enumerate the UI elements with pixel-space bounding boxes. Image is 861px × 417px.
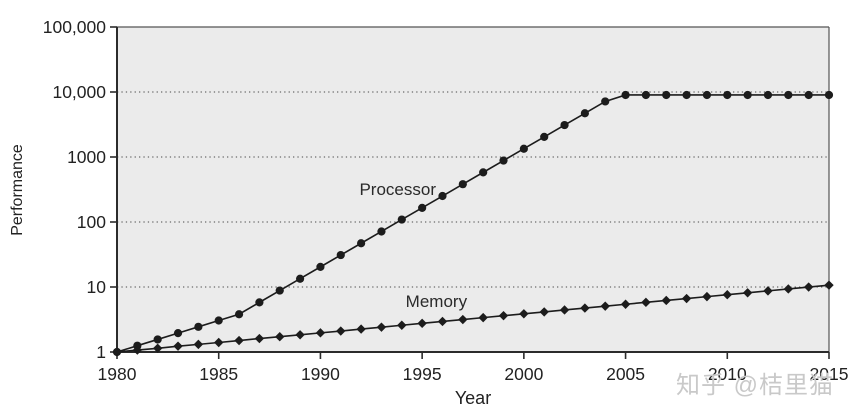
memory-point [681,293,692,304]
memory-point [193,339,204,350]
watermark: 知乎 @桔里猫 [676,372,835,399]
processor-point [255,298,264,307]
memory-point [803,282,814,292]
memory-point [478,312,488,323]
processor-point [824,90,834,100]
memory-point [336,326,346,336]
memory-point [417,318,427,329]
memory-point [498,310,509,321]
processor-point [580,109,589,118]
x-tick-label: 2005 [606,364,645,384]
processor-point [153,335,162,344]
memory-point [437,316,448,327]
plot-background [117,27,829,352]
processor-point [234,310,244,319]
memory-point [315,328,326,338]
processor-point [601,97,610,106]
memory-point [559,305,570,315]
processor-point [458,180,467,189]
memory-point [722,290,732,300]
processor-point [682,90,691,100]
processor-point [560,120,569,130]
memory-point [620,299,631,309]
memory-point [519,309,529,319]
processor-point [702,90,712,100]
memory-series-label: Memory [405,291,468,311]
memory-point [356,324,366,334]
memory-point [214,337,224,348]
memory-point [600,301,610,311]
memory-point [742,288,753,298]
memory-point [152,343,163,354]
x-tick-label: 1995 [403,364,442,384]
memory-point [580,303,590,313]
processor-point [214,316,223,325]
processor-point [397,215,406,224]
memory-point [824,280,834,290]
memory-point [234,335,244,346]
y-tick-label: 10 [87,277,107,297]
processor-point [295,274,305,283]
memory-point [173,341,183,351]
processor-point [743,90,752,100]
processor-point [357,239,366,248]
x-tick-label: 2010 [708,364,747,384]
memory-point [539,307,549,317]
processor-point [763,90,773,100]
processor-series-label: Processor [359,180,436,200]
x-tick-label: 2000 [504,364,543,384]
memory-point [397,320,407,330]
processor-point [173,329,183,338]
memory-point [254,333,265,344]
memory-point [275,331,285,342]
y-tick-label: 1 [96,342,106,362]
memory-point [661,295,671,306]
processor-point [194,322,203,331]
processor-point [621,90,630,100]
processor-point [275,286,284,295]
memory-point [376,322,387,332]
x-tick-label: 1990 [301,364,340,384]
processor-point [804,90,813,100]
memory-point [641,297,651,308]
memory-point [295,330,305,340]
processor-point [336,250,345,260]
y-tick-label: 10,000 [52,82,106,102]
processor-point [438,191,447,201]
memory-point [132,345,143,355]
y-tick-label: 100,000 [43,17,107,37]
y-tick-label: 100 [77,212,106,232]
processor-point [519,144,528,153]
processor-point [723,90,732,100]
processor-point [784,90,793,100]
memory-point [783,284,794,294]
processor-point [316,262,325,271]
memory-point [702,291,712,302]
y-tick-label: 1000 [67,147,106,167]
y-axis-title: Performance [9,144,26,236]
x-tick-label: 1985 [199,364,238,384]
processor-point [377,227,386,236]
x-tick-label: 2015 [810,364,849,384]
processor-point [499,156,508,165]
processor-point [641,90,651,100]
x-axis-title: Year [454,388,492,408]
processor-point [662,90,671,100]
x-tick-label: 1980 [98,364,137,384]
memory-point [458,314,468,325]
memory-point [112,347,122,357]
processor-point [479,168,488,177]
processor-point [418,203,427,212]
memory-point [763,286,773,296]
processor-point [540,132,549,142]
